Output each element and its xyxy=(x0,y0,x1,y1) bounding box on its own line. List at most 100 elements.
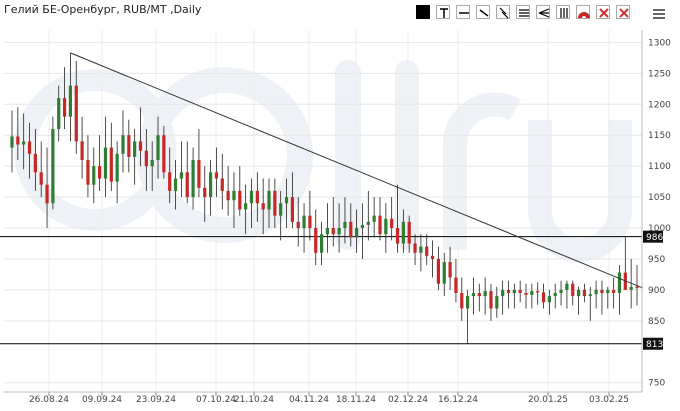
fan-tool[interactable] xyxy=(536,5,550,19)
candle-body xyxy=(203,187,207,198)
candle xyxy=(290,172,294,229)
x-tick-label: 07.10.24 xyxy=(196,395,236,405)
candle xyxy=(501,280,505,315)
candle-body xyxy=(576,289,581,297)
watermark xyxy=(14,60,632,262)
candle-body xyxy=(489,291,493,309)
y-tick-label: 900 xyxy=(648,286,665,296)
candle-body xyxy=(98,166,102,179)
candle xyxy=(273,178,277,229)
text-tool[interactable] xyxy=(436,5,450,19)
delete-all-tool[interactable] xyxy=(616,5,630,19)
arc-tool[interactable] xyxy=(576,5,590,19)
candle-body xyxy=(115,153,119,182)
x-tick-label: 18.11.24 xyxy=(336,395,376,405)
candle-body xyxy=(16,136,20,145)
y-tick-label: 1200 xyxy=(648,100,671,110)
candle xyxy=(466,289,470,344)
candle-body xyxy=(144,150,148,167)
candle-body xyxy=(220,178,224,191)
candle xyxy=(27,122,32,179)
candle xyxy=(51,116,55,210)
candle-body xyxy=(308,215,312,229)
candle-body xyxy=(27,141,32,154)
candle xyxy=(495,286,499,318)
candle-body xyxy=(197,159,201,188)
candle-body xyxy=(384,218,388,235)
candle xyxy=(133,129,137,185)
trendline xyxy=(70,52,644,289)
candle-body xyxy=(471,292,476,297)
candle xyxy=(477,283,481,312)
candle xyxy=(68,52,73,142)
candle xyxy=(267,178,271,229)
candle xyxy=(541,283,546,309)
x-tick-label: 03.02.25 xyxy=(589,395,629,405)
candle xyxy=(612,277,616,309)
candle xyxy=(214,147,219,198)
candle-body xyxy=(612,289,616,293)
candle-body xyxy=(617,272,622,293)
candle-body xyxy=(372,215,376,222)
candle xyxy=(296,197,300,247)
candle xyxy=(144,129,148,191)
y-tick-label: 1150 xyxy=(648,131,671,141)
candle-body xyxy=(138,141,143,151)
candle xyxy=(57,85,61,142)
candle xyxy=(109,122,113,191)
candle xyxy=(220,153,224,210)
candle xyxy=(45,147,49,229)
candle-body xyxy=(466,296,470,309)
candle-body xyxy=(553,292,557,297)
candle-body xyxy=(349,221,353,238)
hamburger-menu-icon[interactable] xyxy=(652,6,666,20)
candle xyxy=(314,209,318,266)
candle xyxy=(448,246,452,290)
candle-body xyxy=(390,218,394,229)
candle xyxy=(606,286,610,309)
candle-body xyxy=(226,190,230,201)
ray-tool[interactable] xyxy=(496,5,510,19)
candle xyxy=(343,197,347,244)
candle xyxy=(419,234,423,272)
candle xyxy=(384,203,388,253)
candle-body xyxy=(39,172,43,185)
candle-body xyxy=(360,224,365,229)
grid-tool[interactable] xyxy=(556,5,570,19)
candle-body xyxy=(541,292,546,303)
candle xyxy=(331,197,335,247)
candle-body xyxy=(92,166,96,185)
candle-body xyxy=(606,289,610,293)
candle xyxy=(506,280,511,309)
channel-tool[interactable] xyxy=(516,5,530,19)
x-tick-label: 02.12.24 xyxy=(388,395,428,405)
horizontal-line-tool[interactable] xyxy=(456,5,470,19)
x-tick-label: 09.09.24 xyxy=(82,395,122,405)
candle-body xyxy=(86,159,90,185)
candle-body xyxy=(255,190,259,204)
candle xyxy=(238,166,242,216)
candle-body xyxy=(325,228,330,235)
candle xyxy=(226,166,230,216)
candle xyxy=(355,209,359,253)
candle xyxy=(185,141,189,204)
trend-line-tool[interactable] xyxy=(476,5,490,19)
candle-body xyxy=(267,190,271,210)
price-label-bg xyxy=(643,337,663,350)
candle xyxy=(454,258,458,303)
candle xyxy=(413,234,417,266)
candle-body xyxy=(524,292,528,295)
candle-body xyxy=(530,291,534,295)
candle xyxy=(302,203,306,253)
candle-body xyxy=(448,262,452,278)
candle xyxy=(197,129,201,198)
delete-selected-tool[interactable] xyxy=(596,5,610,19)
y-tick-label: 1050 xyxy=(648,193,671,203)
candle xyxy=(401,209,405,253)
color-swatch-tool[interactable] xyxy=(416,5,430,19)
candle xyxy=(156,116,160,179)
candle-body xyxy=(302,215,306,229)
candle-body xyxy=(355,228,359,238)
candle xyxy=(244,184,248,235)
